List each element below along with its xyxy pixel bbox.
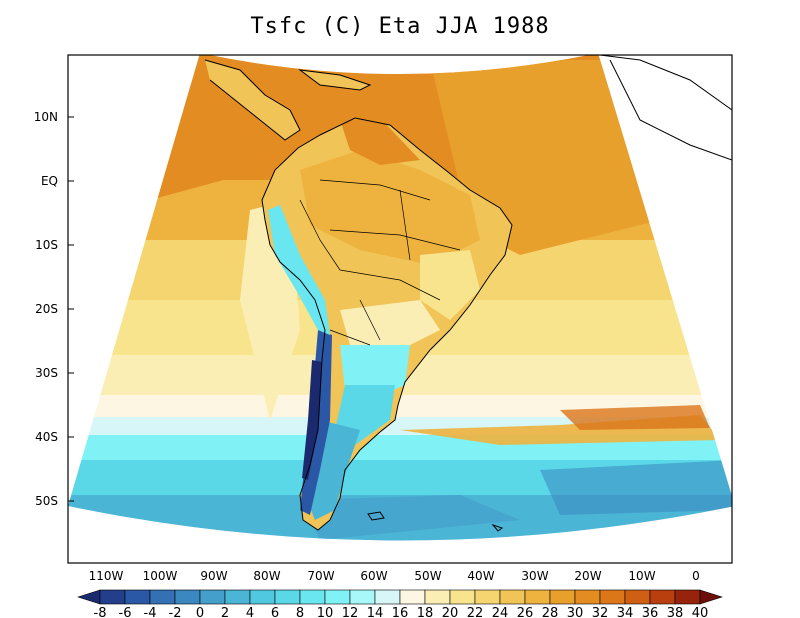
lat-tick-label: 10N [34, 110, 58, 124]
colorbar-swatch [124, 589, 151, 605]
colorbar-label: -4 [144, 606, 157, 618]
colorbar-swatch [99, 589, 126, 605]
colorbar-label: 30 [567, 606, 584, 618]
colorbar-swatch [599, 589, 626, 605]
colorbar-label: 34 [617, 606, 634, 618]
lon-tick-label: 30W [521, 569, 548, 583]
temperature-field [68, 55, 732, 541]
colorbar-label: -6 [119, 606, 132, 618]
colorbar-label: 16 [392, 606, 409, 618]
lat-tick-label: 50S [35, 494, 58, 508]
andes-coldest [302, 360, 322, 480]
southeast-atlantic-warm-core [560, 405, 710, 430]
colorbar-swatch [324, 589, 351, 605]
colorbar-swatch [424, 589, 451, 605]
colorbar-label: 28 [542, 606, 559, 618]
colorbar-label: 2 [221, 606, 229, 618]
lon-tick-label: 100W [143, 569, 178, 583]
colorbar-swatch [274, 589, 301, 605]
colorbar-label: 14 [367, 606, 384, 618]
lon-tick-label: 10W [628, 569, 655, 583]
lat-tick-label: 30S [35, 366, 58, 380]
coastline-south-america [261, 117, 513, 531]
colorbar-swatch [374, 589, 401, 605]
colorbar-swatch [649, 589, 676, 605]
colorbar-label: 6 [271, 606, 279, 618]
colorbar-swatch [299, 589, 326, 605]
drake-cold [300, 495, 520, 540]
colorbar-label: 12 [342, 606, 359, 618]
colorbar: -8 -6 -4 -2 0 2 4 6 8 10 12 14 16 18 20 22 24 26 28 30 32 34 3… [77, 589, 723, 618]
lat-tick-label: EQ [41, 174, 58, 188]
colorbar-swatch [174, 589, 201, 605]
colorbar-label: 10 [317, 606, 334, 618]
colorbar-label: 18 [417, 606, 434, 618]
colorbar-swatch [249, 589, 276, 605]
colorbar-label: 8 [296, 606, 304, 618]
colorbar-label: 4 [246, 606, 254, 618]
lat-tick-label: 10S [35, 238, 58, 252]
colorbar-label: 36 [642, 606, 659, 618]
colorbar-label: 40 [692, 606, 709, 618]
colorbar-swatch [574, 589, 601, 605]
lon-tick-label: 80W [253, 569, 280, 583]
colorbar-label: 32 [592, 606, 609, 618]
colorbar-swatch [199, 589, 226, 605]
lat-tick-label: 40S [35, 430, 58, 444]
country-borders [299, 179, 461, 346]
colorbar-label: 38 [667, 606, 684, 618]
lat-tick-label: 20S [35, 302, 58, 316]
lon-tick-label: 70W [307, 569, 334, 583]
colorbar-swatch [549, 589, 576, 605]
colorbar-label: -8 [94, 606, 107, 618]
brazil-highlands [420, 250, 480, 320]
chart-title: Tsfc (C) Eta JJA 1988 [250, 14, 550, 39]
colorbar-swatch [149, 589, 176, 605]
colorbar-swatch [499, 589, 526, 605]
colorbar-swatch [524, 589, 551, 605]
coastline-caribbean [298, 69, 372, 91]
colorbar-swatch [674, 589, 701, 605]
coastline-africa [599, 55, 732, 161]
coastline-central-america [204, 59, 301, 141]
lon-tick-label: 20W [574, 569, 601, 583]
colorbar-swatch [399, 589, 426, 605]
amazon-warm [300, 150, 480, 265]
colorbar-swatch [699, 589, 723, 605]
colorbar-label: 20 [442, 606, 459, 618]
andes-cold-north [268, 205, 330, 335]
colorbar-swatch [77, 589, 101, 605]
caribbean-islands [300, 70, 370, 90]
colorbar-swatch [449, 589, 476, 605]
falkland-islands [367, 511, 385, 521]
south-atlantic-cold [540, 460, 732, 515]
lon-tick-label: 90W [200, 569, 227, 583]
guiana-hot [340, 118, 420, 165]
colorbar-swatch [349, 589, 376, 605]
south-georgia [491, 523, 504, 532]
colorbar-label: -2 [169, 606, 182, 618]
colorbar-label: 0 [196, 606, 204, 618]
central-america-land [205, 60, 300, 140]
lon-tick-label: 40W [467, 569, 494, 583]
colorbar-label: 26 [517, 606, 534, 618]
colorbar-swatch [474, 589, 501, 605]
lon-tick-label: 0 [692, 569, 700, 583]
lon-tick-label: 50W [414, 569, 441, 583]
lon-tick-label: 60W [360, 569, 387, 583]
colorbar-label: 24 [492, 606, 509, 618]
colorbar-swatch [224, 589, 251, 605]
lon-axis: 110W 100W 90W 80W 70W 60W 50W 40W 30W 20… [89, 569, 700, 583]
colorbar-swatch [624, 589, 651, 605]
southern-brazil [340, 300, 440, 350]
lat-axis: 10N EQ 10S 20S 30S 40S 50S [34, 110, 74, 508]
colorbar-label: 22 [467, 606, 484, 618]
coastlines [204, 55, 732, 532]
lon-tick-label: 110W [89, 569, 124, 583]
